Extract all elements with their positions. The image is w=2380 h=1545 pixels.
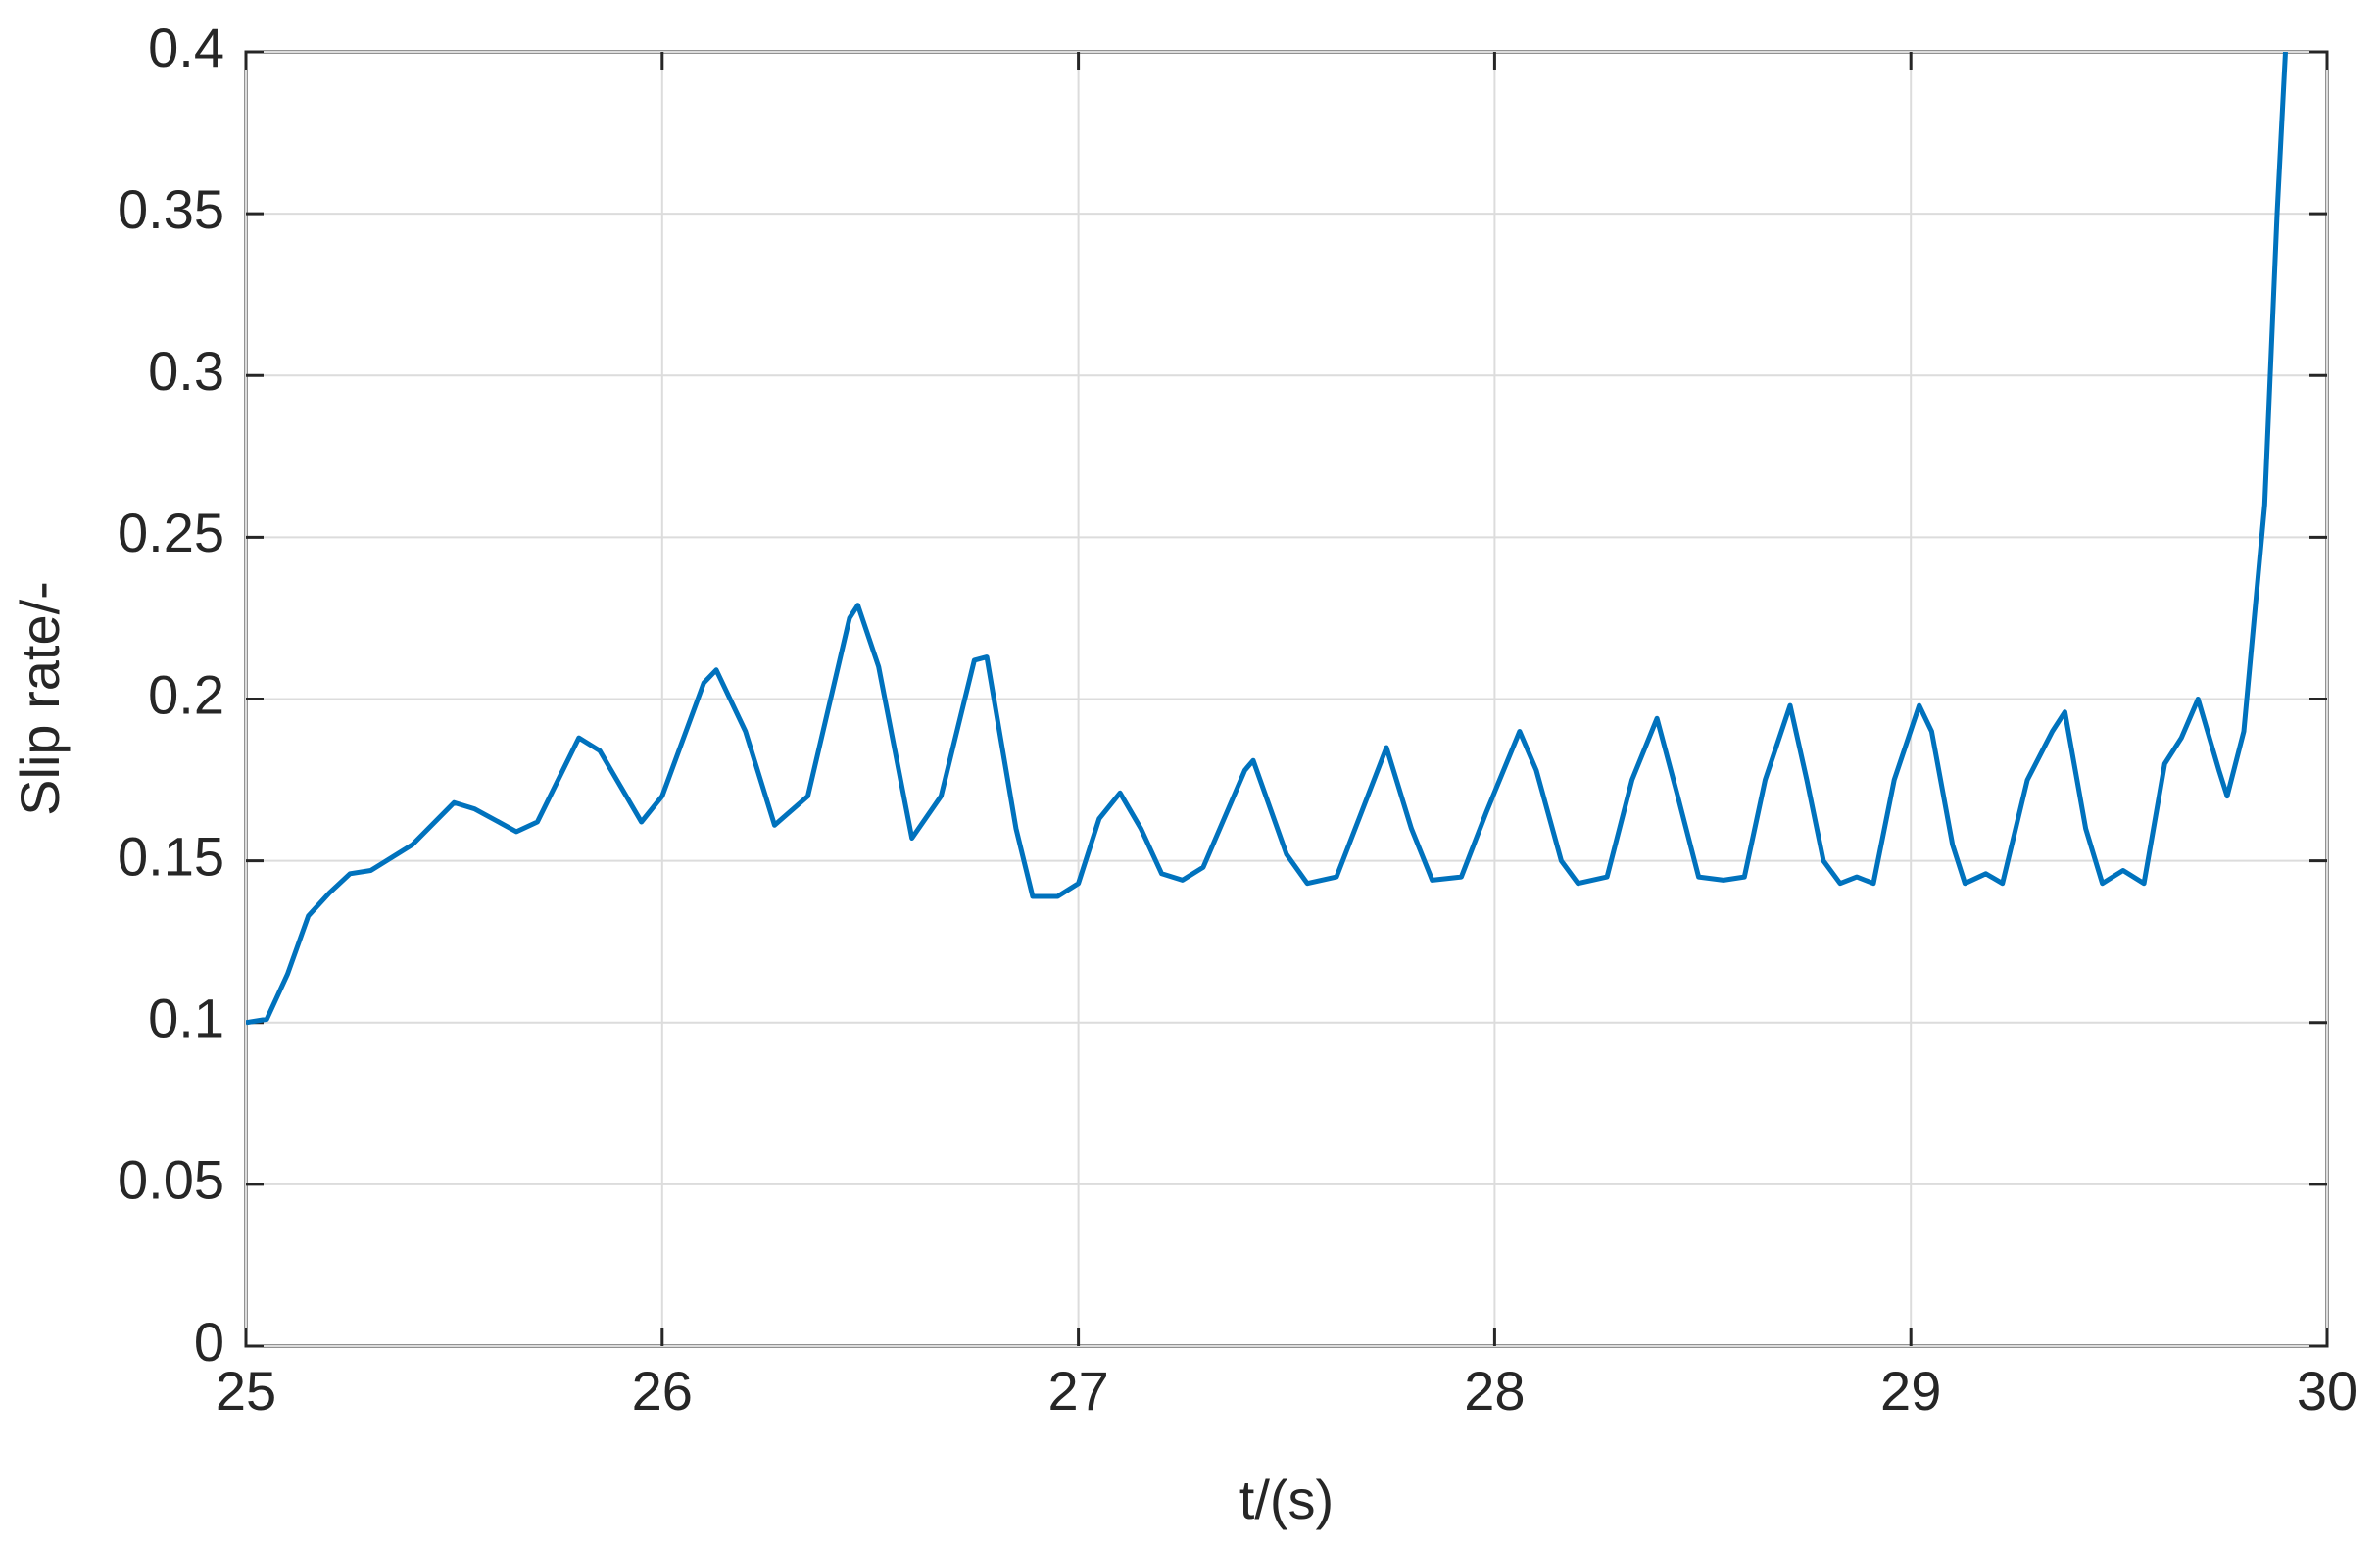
x-tick-label: 26 xyxy=(632,1360,693,1422)
data-line xyxy=(246,52,2288,1026)
x-tick-label: 25 xyxy=(216,1360,276,1422)
y-tick-label: 0.1 xyxy=(148,988,224,1049)
y-tick-label: 0.4 xyxy=(148,17,224,78)
grid xyxy=(245,51,2328,1347)
y-tick-label: 0.35 xyxy=(118,178,224,240)
y-tick-label: 0.15 xyxy=(118,825,224,887)
x-tick-label: 29 xyxy=(1880,1360,1941,1422)
x-axis-label: t/(s) xyxy=(1239,1469,1334,1530)
y-tick-label: 0.2 xyxy=(148,663,224,725)
x-tick-label: 28 xyxy=(1464,1360,1525,1422)
y-tick-label: 0.25 xyxy=(118,502,224,563)
y-tick-label: 0 xyxy=(194,1311,224,1373)
x-tick-label: 30 xyxy=(2297,1360,2357,1422)
y-tick-label: 0.05 xyxy=(118,1149,224,1211)
x-tick-label: 27 xyxy=(1047,1360,1108,1422)
y-tick-label: 0.3 xyxy=(148,340,224,402)
y-axis-label: Slip rate/- xyxy=(9,581,71,816)
